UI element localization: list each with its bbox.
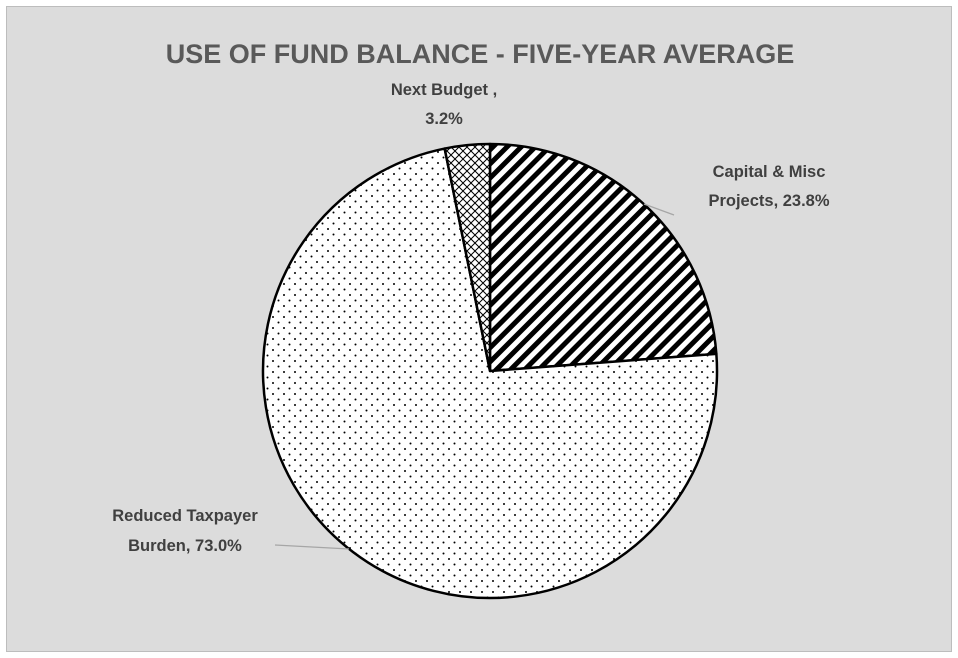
- pie-slice-next-budget: [443, 142, 492, 373]
- chart-title: USE OF FUND BALANCE - FIVE-YEAR AVERAGE: [166, 39, 795, 69]
- leader-line-taxpayer: [274, 544, 350, 550]
- data-label-capital: Capital & Misc Projects, 23.8%: [708, 163, 829, 210]
- data-label-capital-line1: Capital & Misc: [713, 163, 826, 181]
- data-label-capital-line2: Projects, 23.8%: [708, 192, 829, 210]
- data-label-next-budget-line2: 3.2%: [425, 110, 463, 128]
- pie-slice-capital-misc-projects: [488, 142, 718, 373]
- data-label-next-budget: Next Budget , 3.2%: [391, 81, 497, 128]
- data-label-taxpayer-line1: Reduced Taxpayer: [112, 507, 258, 525]
- data-label-taxpayer: Reduced Taxpayer Burden, 73.0%: [112, 507, 258, 555]
- pie-slices: [261, 142, 719, 600]
- pie-slice-reduced-taxpayer-burden: [261, 147, 719, 600]
- data-label-next-budget-line1: Next Budget ,: [391, 81, 497, 99]
- data-label-taxpayer-line2: Burden, 73.0%: [128, 537, 242, 555]
- leader-line-capital: [643, 203, 675, 216]
- chart-area: USE OF FUND BALANCE - FIVE-YEAR AVERAGE …: [6, 6, 952, 652]
- pie-chart: USE OF FUND BALANCE - FIVE-YEAR AVERAGE …: [112, 39, 830, 600]
